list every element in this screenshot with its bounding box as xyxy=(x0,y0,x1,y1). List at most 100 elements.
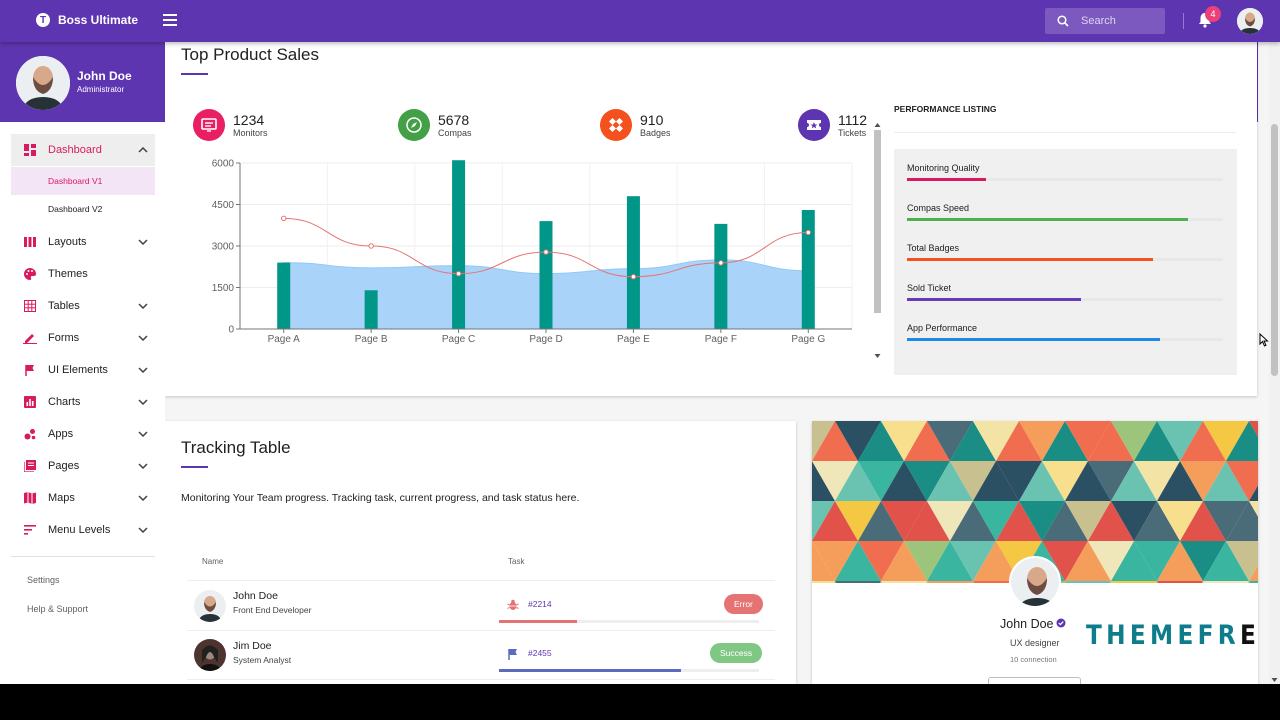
palette-icon xyxy=(11,268,48,280)
sidebar-item-tables[interactable]: Tables xyxy=(11,290,155,322)
pattern-triangle xyxy=(858,541,904,581)
sort-icon xyxy=(11,525,48,535)
pattern-triangle xyxy=(927,501,973,541)
x-tick-label: Page B xyxy=(355,334,388,345)
performance-listing: Monitoring Quality Compas Speed Total Ba… xyxy=(894,149,1237,375)
pattern-triangle xyxy=(904,421,950,461)
pattern-triangle xyxy=(1157,581,1203,583)
task-id[interactable]: #2214 xyxy=(528,599,552,609)
pattern-triangle xyxy=(1249,581,1258,583)
bar xyxy=(626,196,640,329)
performance-item: App Performance xyxy=(907,323,1223,341)
pattern-triangle xyxy=(835,501,881,541)
pattern-triangle xyxy=(835,421,881,461)
pattern-triangle xyxy=(1203,501,1249,541)
task-progress xyxy=(499,669,681,672)
pattern-triangle xyxy=(1180,461,1226,501)
sidebar-item-menu-levels[interactable]: Menu Levels xyxy=(11,514,155,546)
user-avatar[interactable] xyxy=(1237,8,1263,34)
status-badge[interactable]: Error xyxy=(724,594,763,614)
pattern-triangle xyxy=(1157,461,1203,501)
sidebar-item-maps[interactable]: Maps xyxy=(11,482,155,514)
stat-value: 1234 xyxy=(233,112,265,128)
chart-scrollbar[interactable] xyxy=(873,121,882,361)
tracking-title: Tracking Table xyxy=(181,438,291,457)
sidebar-subitem-dashboard-v1[interactable]: Dashboard V1 xyxy=(11,167,155,195)
stat-value: 910 xyxy=(640,112,664,128)
performance-title: PERFORMANCE LISTING xyxy=(894,104,997,114)
sidebar-link-help[interactable]: Help & Support xyxy=(27,603,89,614)
sidebar-link-settings[interactable]: Settings xyxy=(27,574,60,585)
sidebar-item-dashboard[interactable]: Dashboard xyxy=(11,134,155,166)
sidebar-item-label: Forms xyxy=(48,332,80,344)
page-scrollbar[interactable] xyxy=(1269,42,1280,684)
pattern-triangle xyxy=(858,501,904,541)
pattern-triangle xyxy=(1203,461,1249,501)
search-box[interactable] xyxy=(1045,8,1165,34)
pattern-triangle xyxy=(973,541,1019,581)
sidebar-item-label: Charts xyxy=(48,396,81,408)
sidebar-item-label: Dashboard xyxy=(48,144,102,156)
sidebar-item-apps[interactable]: Apps xyxy=(11,418,155,450)
sidebar-item-label: Menu Levels xyxy=(48,524,111,536)
sidebar-item-pages[interactable]: Pages xyxy=(11,450,155,482)
pattern-triangle xyxy=(881,421,927,461)
x-tick-label: Page A xyxy=(268,334,301,345)
pattern-triangle xyxy=(927,541,973,581)
row-role: System Analyst xyxy=(233,655,292,665)
performance-track xyxy=(907,338,1223,341)
avatar[interactable] xyxy=(16,56,70,110)
sales-chart: 0 1500 3000 4500 6000 Page A Page B Page C Page … xyxy=(212,159,853,345)
pattern-triangle xyxy=(1065,541,1111,581)
page-scrollbar-thumb[interactable] xyxy=(1271,124,1278,376)
search-input[interactable] xyxy=(1081,15,1157,27)
performance-bar xyxy=(907,218,1189,221)
pattern-triangle xyxy=(1180,501,1226,541)
pattern-triangle xyxy=(927,581,973,583)
pattern-triangle xyxy=(835,581,881,583)
task-id[interactable]: #2455 xyxy=(528,648,552,658)
sidebar-item-themes[interactable]: Themes xyxy=(11,258,155,290)
sidebar-item-layouts[interactable]: Layouts xyxy=(11,226,155,258)
x-tick-label: Page E xyxy=(617,334,650,345)
logo-text: THEMEFR xyxy=(1086,620,1240,651)
pattern-triangle xyxy=(904,501,950,541)
row-name: John Doe xyxy=(233,590,278,602)
y-tick-label: 3000 xyxy=(212,242,235,253)
profile-role: Administrator xyxy=(77,85,125,94)
sidebar-item-label: Themes xyxy=(48,268,88,280)
pattern-triangle xyxy=(1109,581,1113,583)
pattern-triangle xyxy=(1088,461,1134,501)
y-tick-label: 0 xyxy=(228,325,234,336)
pattern-triangle xyxy=(1111,461,1157,501)
column-header-name: Name xyxy=(202,557,224,566)
chevron-down-icon xyxy=(131,399,155,405)
brand-logo-icon: T xyxy=(36,13,50,27)
chevron-down-icon xyxy=(131,495,155,501)
sidebar-item-charts[interactable]: Charts xyxy=(11,386,155,418)
pattern-triangle xyxy=(1134,421,1180,461)
sidebar-subitem-dashboard-v2[interactable]: Dashboard V2 xyxy=(48,204,103,214)
pattern-triangle xyxy=(1203,581,1249,583)
status-badge[interactable]: Success xyxy=(710,643,763,663)
performance-label: Total Badges xyxy=(907,243,960,253)
viewport: Top Product Sales 1234 Monitors 5678 Compa… xyxy=(0,0,1280,684)
profile-card-connections: 10 connection xyxy=(1010,655,1057,664)
brand[interactable]: T Boss Ultimate xyxy=(36,13,138,27)
x-tick-label: Page C xyxy=(442,334,475,345)
sidebar-item-label: Layouts xyxy=(48,236,87,248)
profile-card-button[interactable] xyxy=(988,677,1081,684)
pattern-triangle xyxy=(950,421,996,461)
performance-label: App Performance xyxy=(907,323,978,333)
bug-icon xyxy=(507,598,519,616)
pattern-triangle xyxy=(812,501,858,541)
pencil-icon xyxy=(11,332,48,344)
table-divider xyxy=(187,679,775,680)
profile-card-name: John Doe xyxy=(1000,617,1066,631)
sidebar-item-forms[interactable]: Forms xyxy=(11,322,155,354)
sidebar-item-ui-elements[interactable]: UI Elements xyxy=(11,354,155,386)
menu-toggle-button[interactable] xyxy=(163,14,177,26)
sidebar-item-label: Apps xyxy=(48,428,74,440)
pattern-triangle xyxy=(881,501,927,541)
logo-tail: E xyxy=(1239,620,1261,651)
